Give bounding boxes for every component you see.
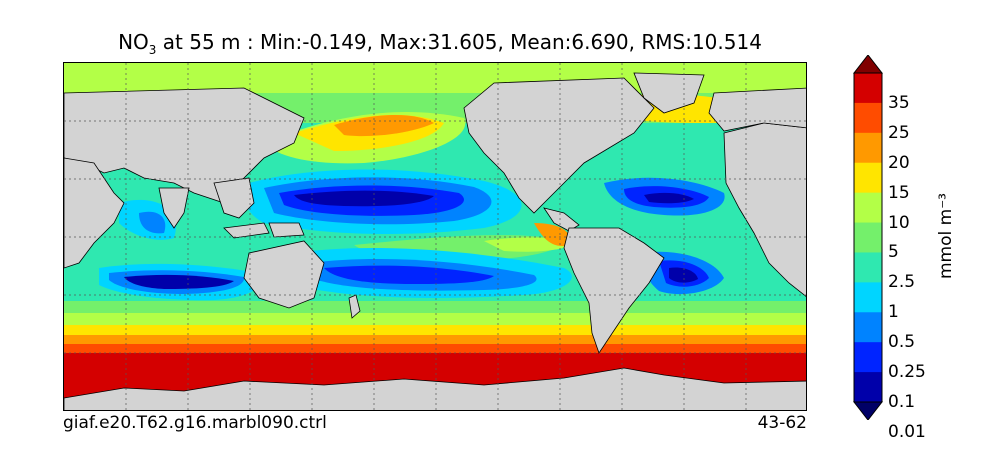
colorbar-segment bbox=[854, 252, 882, 283]
colorbar-segment bbox=[854, 372, 882, 403]
colorbar-segment bbox=[854, 192, 882, 224]
colorbar-tick-label: 10 bbox=[888, 212, 910, 233]
colorbar-segment bbox=[854, 102, 882, 134]
colorbar-segment bbox=[854, 162, 882, 194]
case-name-label: giaf.e20.T62.g16.marbl090.ctrl bbox=[63, 413, 327, 433]
colorbar-unit-label: mmol m⁻³ bbox=[936, 193, 956, 279]
world-map bbox=[63, 62, 807, 411]
colorbar-segment bbox=[854, 282, 882, 313]
colorbar-segment bbox=[854, 312, 882, 343]
colorbar-extend-min bbox=[853, 401, 883, 420]
colorbar-tick-label: 2.5 bbox=[888, 272, 916, 293]
colorbar-tick-label: 0.5 bbox=[888, 332, 916, 353]
plot-title: NO3 at 55 m : Min:-0.149, Max:31.605, Me… bbox=[118, 30, 762, 57]
colorbar bbox=[853, 55, 883, 420]
colorbar-segment bbox=[854, 222, 882, 253]
colorbar-segment bbox=[854, 132, 882, 164]
gridlines bbox=[64, 63, 806, 410]
colorbar-tick-label: 15 bbox=[888, 182, 910, 203]
colorbar-tick-label: 0.1 bbox=[888, 392, 916, 412]
land-masses bbox=[64, 72, 806, 410]
colorbar-tick-label: 25 bbox=[888, 122, 910, 143]
colorbar-tick-label: 5 bbox=[888, 242, 899, 263]
colorbar-tick-label: 1 bbox=[888, 302, 899, 323]
colorbar-tick-label: 0.01 bbox=[888, 421, 926, 442]
colorbar-tick-label: 20 bbox=[888, 152, 910, 173]
colorbar-segment bbox=[854, 73, 882, 104]
colorbar-tick-label: 0.25 bbox=[888, 362, 926, 383]
nitrate-contour-map bbox=[64, 63, 806, 410]
year-range-label: 43-62 bbox=[757, 413, 807, 433]
colorbar-extend-max bbox=[853, 55, 883, 74]
colorbar-segment bbox=[854, 342, 882, 373]
colorbar-tick-label: 35 bbox=[888, 92, 910, 113]
